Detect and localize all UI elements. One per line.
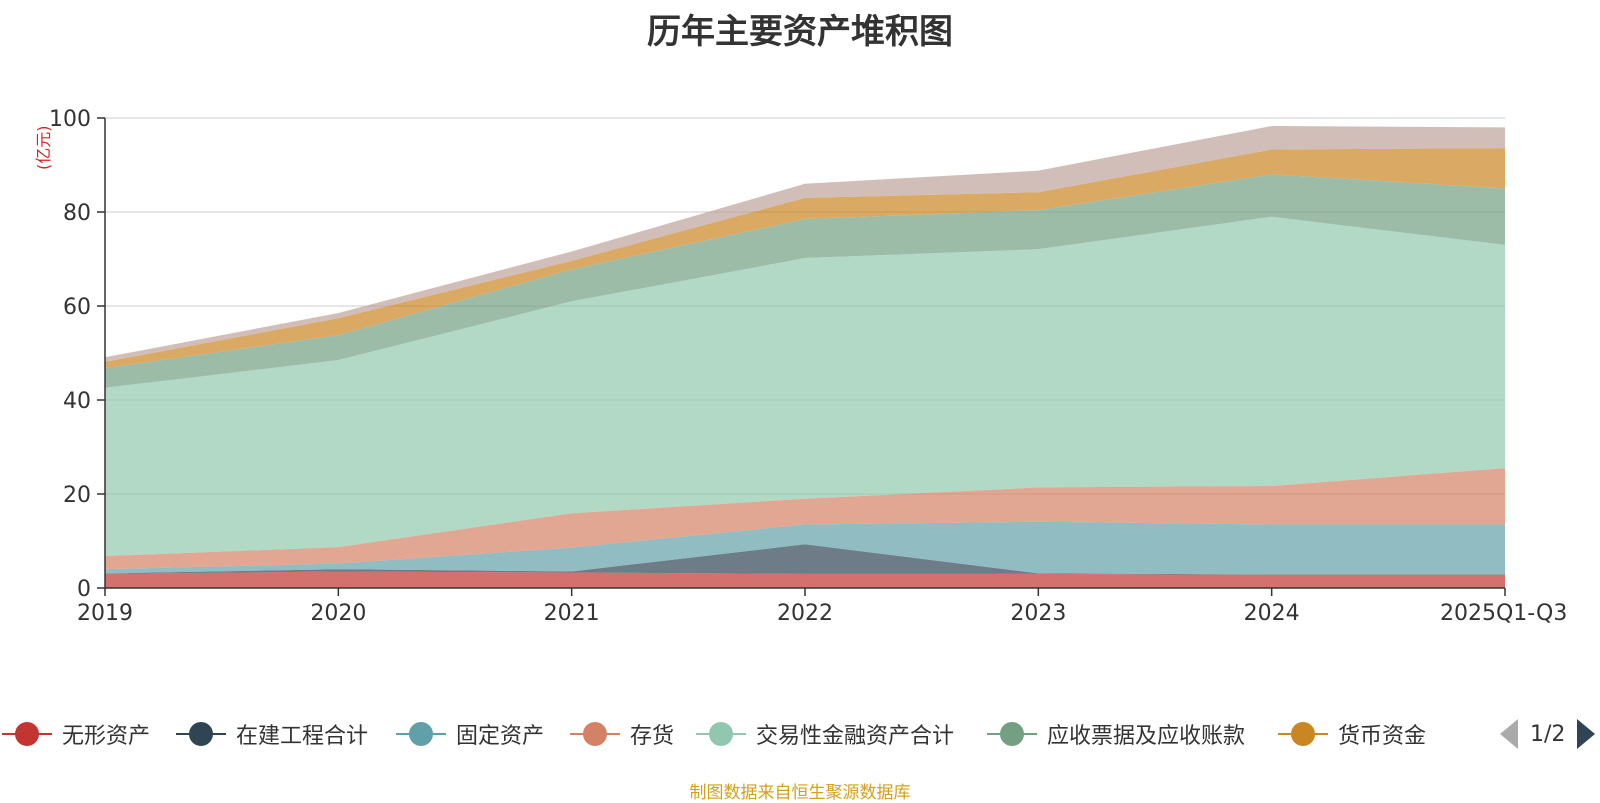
- x-tick-label: 2025Q1-Q3: [1440, 601, 1567, 626]
- area-series-4: [105, 468, 1505, 570]
- area-series-6: [105, 174, 1505, 388]
- area-series-2: [105, 544, 1505, 575]
- legend-label: 固定资产: [456, 724, 545, 749]
- legend-label: 无形资产: [62, 724, 151, 749]
- area-series-7: [105, 148, 1505, 369]
- legend-prev-page-icon[interactable]: [1500, 719, 1518, 749]
- legend-item-construction-in-progress[interactable]: 在建工程合计: [176, 716, 368, 752]
- legend: 无形资产 在建工程合计 固定资产 存货 交易性金融资产合计 应收票据及应收账款 …: [0, 716, 1600, 752]
- legend-item-receivables[interactable]: 应收票据及应收账款: [987, 716, 1245, 752]
- legend-page-indicator: 1/2: [1530, 721, 1566, 747]
- x-tick-label: 2022: [777, 601, 833, 626]
- x-tick-label: 2019: [77, 601, 133, 626]
- legend-marker-icon: [409, 722, 433, 746]
- legend-item-trading-financial-assets[interactable]: 交易性金融资产合计: [696, 716, 954, 752]
- legend-marker-icon: [1000, 722, 1024, 746]
- legend-marker-icon: [583, 722, 607, 746]
- data-source-note: 制图数据来自恒生聚源数据库: [689, 783, 911, 803]
- y-axis-unit-label: (亿元): [34, 125, 53, 171]
- legend-marker-icon: [709, 722, 733, 746]
- legend-label: 货币资金: [1338, 724, 1427, 749]
- x-tick-label: 2021: [544, 601, 600, 626]
- y-tick-label: 100: [49, 107, 91, 132]
- y-tick-label: 20: [63, 483, 91, 508]
- area-series-3: [105, 521, 1505, 575]
- legend-item-inventory[interactable]: 存货: [570, 716, 674, 752]
- legend-label: 在建工程合计: [236, 724, 369, 749]
- y-tick-label: 80: [63, 201, 91, 226]
- legend-item-fixed-assets[interactable]: 固定资产: [396, 716, 544, 752]
- legend-item-intangible-assets[interactable]: 无形资产: [2, 716, 150, 752]
- x-tick-label: 2024: [1244, 601, 1300, 626]
- legend-label: 存货: [630, 724, 675, 749]
- chart-canvas: 0 20 40 60 80 100 2019 2020 2021 2022 2023 2024 2025…: [49, 107, 1567, 626]
- legend-marker-icon: [15, 722, 39, 746]
- x-tick-label: 2020: [310, 601, 366, 626]
- legend-marker-icon: [1291, 722, 1315, 746]
- area-series-5: [105, 216, 1505, 557]
- area-series-1: [105, 571, 1505, 588]
- legend-pager: 1/2: [1500, 716, 1596, 752]
- legend-label: 交易性金融资产合计: [756, 724, 955, 749]
- y-tick-label: 40: [63, 389, 91, 414]
- legend-label: 应收票据及应收账款: [1047, 724, 1246, 749]
- legend-next-page-icon[interactable]: [1577, 719, 1596, 749]
- legend-marker-icon: [189, 722, 213, 746]
- chart-title: 历年主要资产堆积图: [647, 12, 953, 52]
- y-tick-label: 60: [63, 295, 91, 320]
- y-tick-label: 0: [77, 577, 91, 602]
- legend-item-monetary-funds[interactable]: 货币资金: [1278, 716, 1426, 752]
- x-tick-label: 2023: [1010, 601, 1066, 626]
